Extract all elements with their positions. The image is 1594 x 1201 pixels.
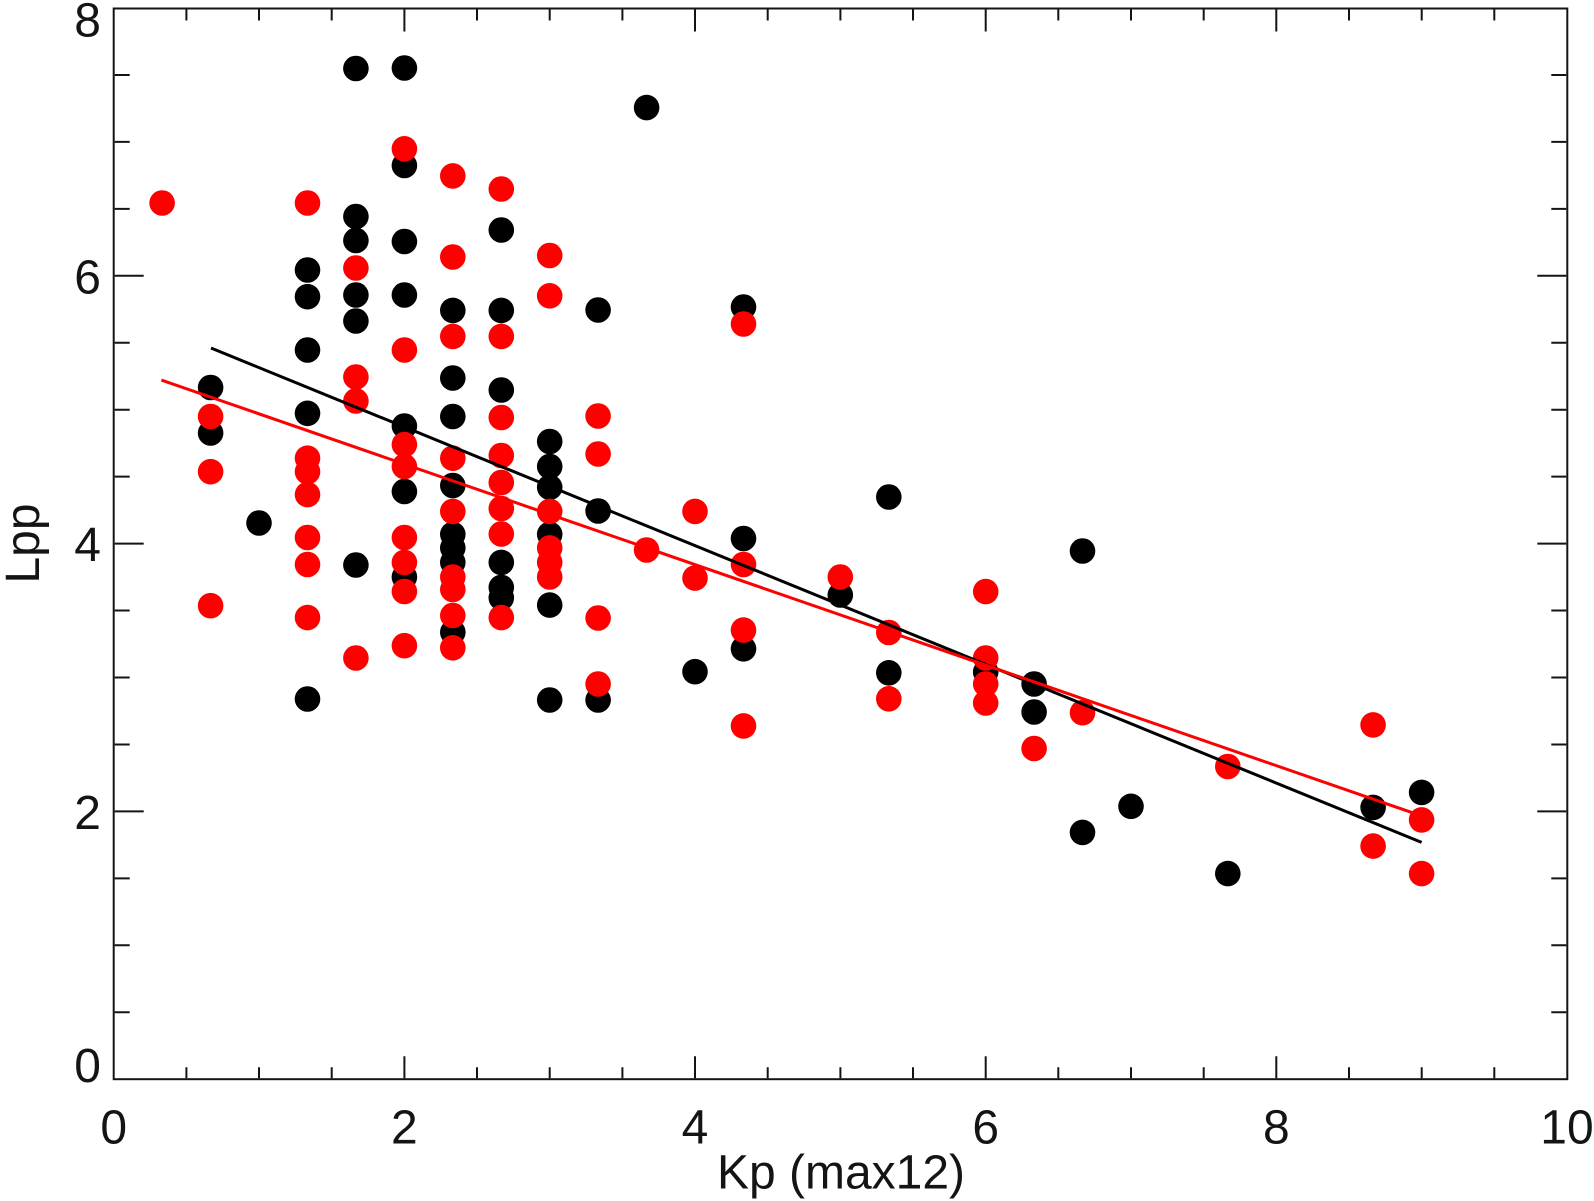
svg-text:Lpp: Lpp	[0, 503, 50, 583]
svg-text:0: 0	[74, 1040, 101, 1093]
svg-text:2: 2	[391, 1102, 418, 1155]
svg-text:2: 2	[74, 787, 101, 840]
svg-text:6: 6	[74, 251, 101, 304]
svg-text:Kp (max12): Kp (max12)	[717, 1147, 965, 1200]
svg-text:8: 8	[1263, 1102, 1290, 1155]
svg-text:4: 4	[74, 519, 101, 572]
svg-text:0: 0	[100, 1102, 127, 1155]
svg-text:4: 4	[682, 1102, 709, 1155]
svg-text:6: 6	[972, 1102, 999, 1155]
svg-text:8: 8	[74, 0, 101, 48]
svg-text:10: 10	[1540, 1102, 1593, 1155]
